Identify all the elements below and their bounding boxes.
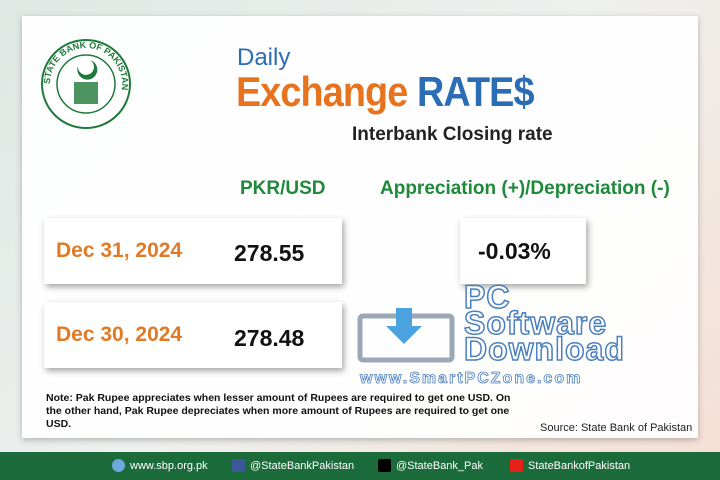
date: Dec 31, 2024	[56, 239, 183, 262]
facebook-icon	[232, 459, 245, 472]
watermark-line: Download	[463, 331, 625, 367]
x-icon	[378, 459, 391, 472]
change: -0.03%	[478, 238, 551, 264]
row-box	[44, 302, 342, 368]
change-box	[460, 218, 586, 284]
column-header: PKR/USD	[240, 178, 326, 199]
footer-link[interactable]: @StateBankPakistan	[250, 460, 355, 472]
footer-link[interactable]: www.sbp.org.pk	[130, 460, 208, 472]
watermark: PC Software Download	[463, 279, 625, 367]
watermark-line: Software	[463, 305, 608, 341]
watermark-url: www.SmartPCZone.com	[360, 370, 583, 388]
date: Dec 30, 2024	[56, 323, 183, 346]
title: Exchange RATE$	[236, 68, 535, 116]
rate: 278.48	[234, 325, 305, 351]
title-part: RATE$	[416, 68, 535, 115]
watermark-line: PC	[463, 279, 511, 315]
subtitle: Interbank Closing rate	[352, 124, 553, 145]
kicker: Daily	[237, 44, 291, 71]
note: Note: Pak Rupee appreciates when lesser …	[46, 392, 511, 430]
source: Source: State Bank of Pakistan	[540, 422, 693, 434]
footer-link[interactable]: StateBankofPakistan	[528, 460, 631, 472]
title-part: Exchange	[236, 68, 408, 115]
row-box	[44, 218, 342, 284]
watermark-icon	[357, 308, 455, 363]
web-icon	[112, 459, 125, 472]
rate: 278.55	[234, 240, 305, 266]
logo: STATE BANK OF PAKISTAN	[41, 39, 131, 129]
footer-link[interactable]: @StateBank_Pak	[396, 460, 483, 472]
footer: www.sbp.org.pk @StateBankPakistan @State…	[0, 452, 720, 480]
youtube-icon	[510, 459, 523, 472]
column-header: Appreciation (+)/Depreciation (-)	[380, 178, 670, 199]
